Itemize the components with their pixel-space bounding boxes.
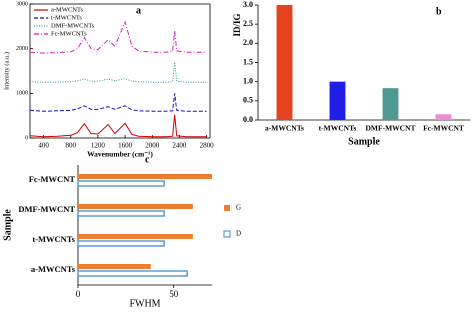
- spectrum-line: [29, 114, 207, 138]
- legend-swatch: [224, 205, 230, 211]
- y-tick-label: 0: [25, 135, 28, 141]
- y-tick-label: Fc-MWCNT: [29, 174, 76, 184]
- spectrum-line: [29, 93, 207, 112]
- x-tick-label: Fc-MWCNT: [423, 124, 464, 133]
- spectrum-line: [29, 62, 207, 83]
- y-tick-label: a-MWCNTs: [31, 264, 76, 274]
- legend-label: Fc-MWCNTs: [51, 30, 87, 37]
- x-tick-label: 2000: [145, 142, 160, 150]
- x-tick-label: DMF-MWCNT: [366, 124, 416, 133]
- legend-label: G: [236, 204, 241, 212]
- y-tick-label: 2.0: [243, 38, 253, 47]
- y-tick-label: 1000: [16, 91, 28, 97]
- legend-label: a-MWCNTs: [51, 6, 84, 13]
- y-tick-label: 1.5: [243, 57, 253, 66]
- y-tick-label: 0.0: [243, 115, 253, 124]
- x-axis-label: FWHM: [129, 298, 160, 309]
- bar: [329, 81, 346, 120]
- y-tick-label: 3000: [16, 1, 28, 7]
- x-tick-label: 1600: [118, 142, 133, 150]
- x-tick-label: 0: [76, 289, 81, 299]
- legend-swatch: [223, 230, 231, 238]
- x-tick-label: t-MWCNTs: [319, 124, 357, 133]
- bar: [78, 264, 151, 269]
- x-axis-label: Wavenumber (cm⁻¹): [87, 150, 153, 159]
- bar: [382, 88, 399, 120]
- y-tick-label: 2000: [16, 46, 28, 52]
- y-axis-label: Sample: [2, 209, 13, 241]
- y-axis-label: Intensity (a.u.): [3, 52, 10, 90]
- y-tick-label: 0.5: [243, 96, 253, 105]
- panel-label: c: [145, 154, 150, 165]
- bar: [78, 204, 193, 209]
- x-axis-label: Sample: [348, 136, 380, 147]
- x-tick-label: 1200: [91, 142, 106, 150]
- legend-label: DMF-MWCNTs: [51, 22, 95, 29]
- bar: [77, 240, 165, 247]
- bar: [77, 270, 188, 277]
- x-tick-label: a-MWCNTs: [265, 124, 304, 133]
- x-tick-label: 50: [169, 289, 179, 299]
- bar: [77, 210, 165, 217]
- y-tick-label: DMF-MWCNT: [18, 204, 75, 214]
- x-tick-label: 2400: [172, 142, 187, 150]
- bar: [78, 234, 193, 239]
- panel-label: b: [436, 6, 442, 17]
- x-tick-label: 2800: [200, 142, 215, 150]
- bar: [435, 114, 452, 120]
- panel-label: a: [136, 5, 141, 16]
- y-tick-label: t-MWCNTs: [32, 234, 75, 244]
- y-tick-label: 3.0: [243, 0, 253, 9]
- bar: [77, 180, 165, 187]
- y-tick-label: 1.0: [243, 76, 253, 85]
- y-tick-label: 2.5: [243, 19, 253, 28]
- x-tick-label: 800: [66, 142, 77, 150]
- legend-label: t-MWCNTs: [51, 14, 82, 21]
- legend-label: D: [236, 230, 241, 238]
- bar: [276, 5, 293, 120]
- bar: [78, 174, 212, 179]
- spectrum-line: [29, 20, 207, 54]
- y-axis-label: ID/IG: [232, 13, 242, 36]
- plot-frame: [29, 3, 211, 139]
- x-tick-label: 400: [38, 142, 49, 150]
